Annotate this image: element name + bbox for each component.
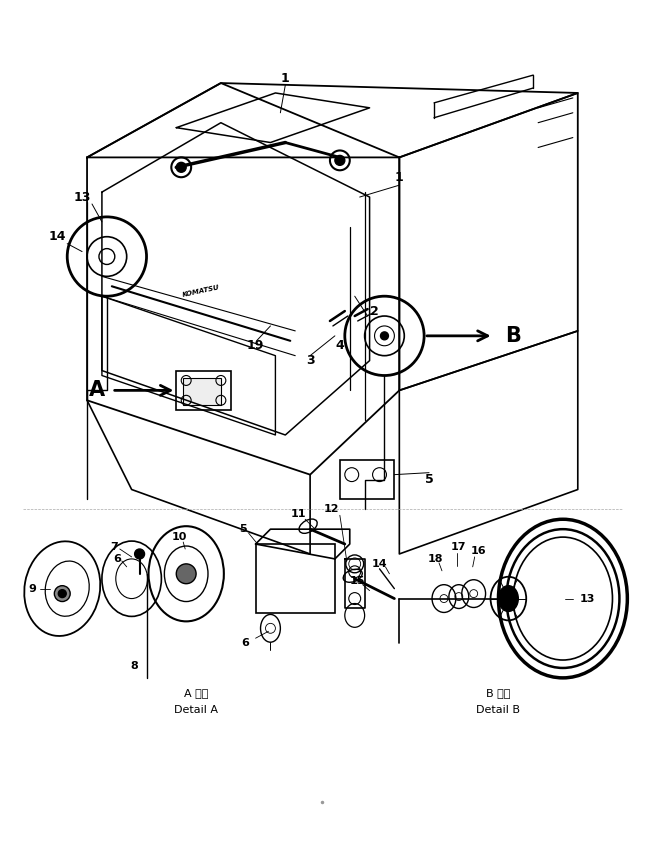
Text: A: A bbox=[89, 381, 105, 401]
Text: 17: 17 bbox=[451, 542, 466, 552]
FancyBboxPatch shape bbox=[183, 379, 221, 405]
Text: 8: 8 bbox=[131, 661, 139, 671]
Ellipse shape bbox=[499, 586, 519, 611]
Text: 12: 12 bbox=[324, 505, 340, 514]
FancyBboxPatch shape bbox=[255, 544, 335, 614]
Text: 14: 14 bbox=[48, 231, 66, 244]
Text: 13: 13 bbox=[74, 191, 91, 204]
Text: 3: 3 bbox=[306, 354, 314, 367]
Circle shape bbox=[176, 162, 186, 173]
Text: 14: 14 bbox=[372, 559, 387, 569]
Text: B 詳細: B 詳細 bbox=[486, 688, 511, 698]
Text: B: B bbox=[506, 326, 521, 346]
Text: 13: 13 bbox=[580, 594, 595, 603]
Text: 6: 6 bbox=[113, 554, 121, 564]
FancyBboxPatch shape bbox=[340, 460, 394, 499]
Text: 1: 1 bbox=[281, 72, 290, 85]
Text: Detail A: Detail A bbox=[174, 705, 218, 714]
Text: 2: 2 bbox=[370, 304, 379, 317]
Circle shape bbox=[58, 590, 66, 597]
Text: 9: 9 bbox=[28, 583, 37, 594]
Text: 11: 11 bbox=[290, 509, 306, 519]
Text: 6: 6 bbox=[242, 638, 250, 649]
Text: KOMATSU: KOMATSU bbox=[182, 284, 220, 298]
Text: Detail B: Detail B bbox=[477, 705, 521, 714]
Text: 10: 10 bbox=[172, 532, 187, 542]
FancyBboxPatch shape bbox=[176, 370, 231, 410]
Text: 7: 7 bbox=[110, 542, 117, 552]
Text: 19: 19 bbox=[247, 339, 264, 352]
Text: 5: 5 bbox=[424, 473, 433, 486]
Circle shape bbox=[176, 564, 196, 583]
Text: 4: 4 bbox=[335, 339, 344, 352]
Text: 15: 15 bbox=[350, 576, 365, 586]
Circle shape bbox=[381, 332, 388, 340]
Text: 18: 18 bbox=[427, 554, 442, 564]
Text: 5: 5 bbox=[239, 525, 246, 534]
Text: 16: 16 bbox=[471, 546, 486, 556]
Text: A 詳細: A 詳細 bbox=[184, 688, 208, 698]
Circle shape bbox=[335, 155, 345, 166]
Text: 1: 1 bbox=[395, 171, 404, 184]
Circle shape bbox=[135, 549, 144, 559]
Circle shape bbox=[54, 586, 70, 602]
